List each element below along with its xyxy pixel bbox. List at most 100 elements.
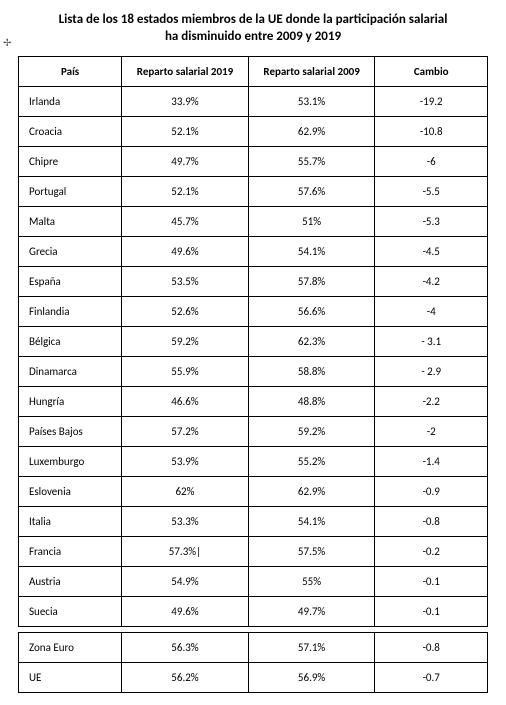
cell-share-2019: 53.3%: [122, 506, 249, 536]
cell-share-2019: 45.7%: [122, 206, 249, 236]
table-row: Croacia52.1%62.9%-10.8: [19, 116, 488, 146]
table-row: Portugal52.1%57.6%-5.5: [19, 176, 488, 206]
cell-share-2019: 46.6%: [122, 386, 249, 416]
cell-share-2009: 62.9%: [248, 116, 375, 146]
cell-share-2009: 54.1%: [248, 506, 375, 536]
cell-country: Finlandia: [19, 296, 122, 326]
cell-share-2009: 57.6%: [248, 176, 375, 206]
table-row: Francia57.3%|57.5%-0.2: [19, 536, 488, 566]
wage-share-table: País Reparto salarial 2019 Reparto salar…: [18, 56, 488, 693]
cell-change: -4.5: [375, 236, 488, 266]
cell-change: -0.8: [375, 632, 488, 662]
cell-share-2009: 54.1%: [248, 236, 375, 266]
cell-share-2019: 53.5%: [122, 266, 249, 296]
cell-share-2009: 62.9%: [248, 476, 375, 506]
table-row: Hungría46.6%48.8%-2.2: [19, 386, 488, 416]
cell-share-2009: 55.2%: [248, 446, 375, 476]
col-header-country: País: [19, 56, 122, 86]
cell-share-2009: 57.5%: [248, 536, 375, 566]
title-line-1: Lista de los 18 estados miembros de la U…: [59, 12, 448, 27]
cell-share-2019: 57.3%|: [122, 536, 249, 566]
cell-country: UE: [19, 662, 122, 692]
cell-share-2009: 49.7%: [248, 596, 375, 626]
cell-change: - 2.9: [375, 356, 488, 386]
cell-country: Chipre: [19, 146, 122, 176]
cell-share-2009: 57.1%: [248, 632, 375, 662]
cell-change: -2: [375, 416, 488, 446]
table-row: Grecia49.6%54.1%-4.5: [19, 236, 488, 266]
cell-share-2019: 59.2%: [122, 326, 249, 356]
cell-share-2009: 48.8%: [248, 386, 375, 416]
cell-share-2019: 54.9%: [122, 566, 249, 596]
cell-country: Zona Euro: [19, 632, 122, 662]
cell-country: Croacia: [19, 116, 122, 146]
col-header-2009: Reparto salarial 2009: [248, 56, 375, 86]
cell-change: -5.3: [375, 206, 488, 236]
cell-share-2009: 55%: [248, 566, 375, 596]
cell-country: Austria: [19, 566, 122, 596]
cell-share-2019: 52.1%: [122, 176, 249, 206]
table-row: Países Bajos57.2%59.2%-2: [19, 416, 488, 446]
cell-change: -10.8: [375, 116, 488, 146]
table-row: Suecia49.6%49.7%-0.1: [19, 596, 488, 626]
cell-share-2019: 52.6%: [122, 296, 249, 326]
table-row: Italia53.3%54.1%-0.8: [19, 506, 488, 536]
title-line-2: ha disminuido entre 2009 y 2019: [165, 29, 341, 44]
cell-share-2009: 62.3%: [248, 326, 375, 356]
cell-country: Malta: [19, 206, 122, 236]
cell-share-2009: 56.9%: [248, 662, 375, 692]
col-header-change: Cambio: [375, 56, 488, 86]
cell-country: Francia: [19, 536, 122, 566]
cell-share-2009: 56.6%: [248, 296, 375, 326]
cell-change: -6: [375, 146, 488, 176]
table-row: Austria54.9%55%-0.1: [19, 566, 488, 596]
cell-change: -0.7: [375, 662, 488, 692]
table-row: Irlanda33.9%53.1%-19.2: [19, 86, 488, 116]
cell-change: -4: [375, 296, 488, 326]
cell-country: Dinamarca: [19, 356, 122, 386]
table-row: Finlandia52.6%56.6%-4: [19, 296, 488, 326]
cell-share-2019: 49.7%: [122, 146, 249, 176]
table-row: Eslovenia62%62.9%-0.9: [19, 476, 488, 506]
cell-share-2019: 62%: [122, 476, 249, 506]
cell-share-2009: 53.1%: [248, 86, 375, 116]
cell-share-2019: 49.6%: [122, 596, 249, 626]
cell-share-2019: 33.9%: [122, 86, 249, 116]
cell-change: -5.5: [375, 176, 488, 206]
cell-share-2019: 53.9%: [122, 446, 249, 476]
cell-change: -1.4: [375, 446, 488, 476]
cell-share-2009: 51%: [248, 206, 375, 236]
cell-change: -0.8: [375, 506, 488, 536]
cell-country: Suecia: [19, 596, 122, 626]
table-body: Irlanda33.9%53.1%-19.2Croacia52.1%62.9%-…: [19, 86, 488, 692]
cell-country: España: [19, 266, 122, 296]
cell-share-2019: 52.1%: [122, 116, 249, 146]
cell-country: Irlanda: [19, 86, 122, 116]
cell-country: Países Bajos: [19, 416, 122, 446]
cell-share-2019: 57.2%: [122, 416, 249, 446]
table-row: Dinamarca55.9%58.8%- 2.9: [19, 356, 488, 386]
cell-change: - 3.1: [375, 326, 488, 356]
cell-country: Luxemburgo: [19, 446, 122, 476]
cell-country: Eslovenia: [19, 476, 122, 506]
table-row: Zona Euro56.3%57.1%-0.8: [19, 632, 488, 662]
cell-share-2009: 58.8%: [248, 356, 375, 386]
cell-share-2019: 49.6%: [122, 236, 249, 266]
cell-share-2019: 56.3%: [122, 632, 249, 662]
cell-change: -0.9: [375, 476, 488, 506]
table-row: Chipre49.7%55.7%-6: [19, 146, 488, 176]
cell-share-2019: 55.9%: [122, 356, 249, 386]
cell-country: Grecia: [19, 236, 122, 266]
cell-country: Portugal: [19, 176, 122, 206]
table-row: UE56.2%56.9%-0.7: [19, 662, 488, 692]
cell-share-2009: 59.2%: [248, 416, 375, 446]
table-row: España53.5%57.8%-4.2: [19, 266, 488, 296]
cell-share-2009: 57.8%: [248, 266, 375, 296]
page-title: Lista de los 18 estados miembros de la U…: [18, 12, 488, 46]
table-row: Malta45.7%51%-5.3: [19, 206, 488, 236]
crop-marker-icon: ✢: [3, 36, 11, 49]
table-row: Bélgica59.2%62.3%- 3.1: [19, 326, 488, 356]
cell-country: Hungría: [19, 386, 122, 416]
cell-share-2009: 55.7%: [248, 146, 375, 176]
table-row: Luxemburgo53.9%55.2%-1.4: [19, 446, 488, 476]
